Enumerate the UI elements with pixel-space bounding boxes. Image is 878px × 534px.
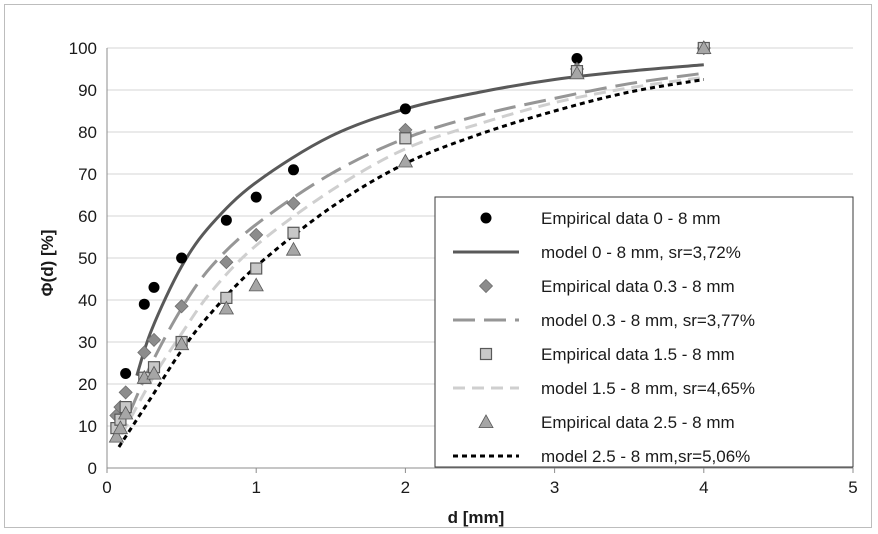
data-point-s0-5 — [250, 191, 262, 203]
x-tick-label: 4 — [699, 478, 708, 497]
x-tick-label: 3 — [550, 478, 559, 497]
data-point-s6-11 — [696, 40, 712, 54]
legend-swatch-6 — [478, 414, 494, 429]
x-axis-title: d [mm] — [448, 508, 505, 527]
legend-label: Empirical data 2.5 - 8 mm — [541, 413, 735, 432]
y-tick-label: 60 — [78, 207, 97, 226]
legend-swatch-2 — [478, 278, 494, 294]
axes — [106, 48, 854, 473]
data-point-s2-5 — [174, 299, 189, 314]
data-point-s6-2 — [117, 405, 134, 420]
legend-box — [434, 196, 854, 468]
legend-label: model 2.5 - 8 mm,sr=5,06% — [541, 447, 750, 466]
data-point-s6-4 — [146, 365, 162, 380]
data-point-s2-4 — [146, 332, 162, 347]
legend-label: model 0 - 8 mm, sr=3,72% — [541, 243, 741, 262]
data-point-s6-9 — [397, 153, 414, 168]
tick-labels: 0 10 20 30 40 50 60 70 80 90 100 0 1 2 3 4 5 — [69, 39, 858, 497]
data-point-s4-9 — [399, 132, 412, 145]
legend-swatch-4 — [479, 347, 493, 361]
y-tick-label: 90 — [78, 81, 97, 100]
legend-label: Empirical data 0 - 8 mm — [541, 209, 721, 228]
series-line-5 — [120, 75, 705, 436]
data-point-s2-6 — [219, 255, 234, 270]
data-point-s0-4 — [220, 214, 232, 226]
data-point-s6-0 — [108, 428, 125, 443]
y-tick-label: 100 — [69, 39, 97, 58]
legend-label: model 1.5 - 8 mm, sr=4,65% — [541, 379, 755, 398]
legend-swatch-0 — [480, 212, 492, 224]
legend-label: Empirical data 1.5 - 8 mm — [541, 345, 735, 364]
legend-item-2: Empirical data 0.3 - 8 mm — [478, 277, 735, 296]
data-point-s6-6 — [218, 300, 235, 315]
empirical-points — [108, 40, 712, 443]
y-tick-label: 50 — [78, 249, 97, 268]
data-point-s6-8 — [285, 241, 302, 256]
legend-item-5: model 1.5 - 8 mm, sr=4,65% — [453, 379, 755, 398]
data-point-s0-0 — [120, 368, 132, 379]
x-tick-label: 2 — [401, 478, 410, 497]
legend-item-4: Empirical data 1.5 - 8 mm — [479, 345, 735, 364]
data-point-s0-1 — [138, 298, 150, 310]
data-point-s4-8 — [287, 226, 300, 239]
x-tick-label: 0 — [102, 478, 111, 497]
data-point-s0-8 — [571, 53, 583, 64]
data-point-s0-6 — [288, 164, 299, 176]
legend-item-0: Empirical data 0 - 8 mm — [480, 209, 721, 228]
data-point-s6-7 — [248, 277, 264, 292]
legend-item-6: Empirical data 2.5 - 8 mm — [478, 413, 735, 432]
y-tick-label: 10 — [78, 417, 97, 436]
y-tick-label: 20 — [78, 375, 97, 394]
legend-label: Empirical data 0.3 - 8 mm — [541, 277, 735, 296]
series-line-3 — [128, 71, 705, 415]
legend: Empirical data 0 - 8 mm model 0 - 8 mm, s… — [434, 196, 854, 468]
data-point-s2-3 — [137, 345, 152, 360]
y-tick-label: 30 — [78, 333, 97, 352]
data-point-s0-3 — [176, 252, 188, 264]
chart-frame: 0 10 20 30 40 50 60 70 80 90 100 0 1 2 3 4 5 d [mm] Φ(d)… — [4, 4, 872, 528]
series-line-7 — [117, 78, 705, 448]
data-point-s4-7 — [250, 262, 263, 275]
legend-item-3: model 0.3 - 8 mm, sr=3,77% — [453, 311, 755, 330]
data-point-s6-1 — [112, 420, 129, 435]
data-point-s0-2 — [148, 281, 160, 293]
legend-label: model 0.3 - 8 mm, sr=3,77% — [541, 311, 755, 330]
y-tick-label: 40 — [78, 291, 97, 310]
y-tick-label: 70 — [78, 165, 97, 184]
legend-item-7: model 2.5 - 8 mm,sr=5,06% — [453, 447, 750, 466]
legend-item-1: model 0 - 8 mm, sr=3,72% — [453, 243, 741, 262]
data-point-s2-8 — [286, 196, 301, 211]
data-point-s6-5 — [173, 336, 190, 351]
chart-plot: 0 10 20 30 40 50 60 70 80 90 100 0 1 2 3 4 5 d [mm] Φ(d)… — [38, 39, 858, 527]
x-tick-label: 5 — [848, 478, 857, 497]
data-point-s2-2 — [118, 385, 133, 400]
y-tick-label: 0 — [88, 459, 97, 478]
data-point-s6-10 — [569, 65, 585, 80]
data-point-s2-7 — [249, 227, 264, 242]
y-axis-title: Φ(d) [%] — [38, 230, 57, 297]
x-tick-label: 1 — [251, 478, 260, 497]
data-point-s0-7 — [399, 103, 411, 115]
y-tick-label: 80 — [78, 123, 97, 142]
